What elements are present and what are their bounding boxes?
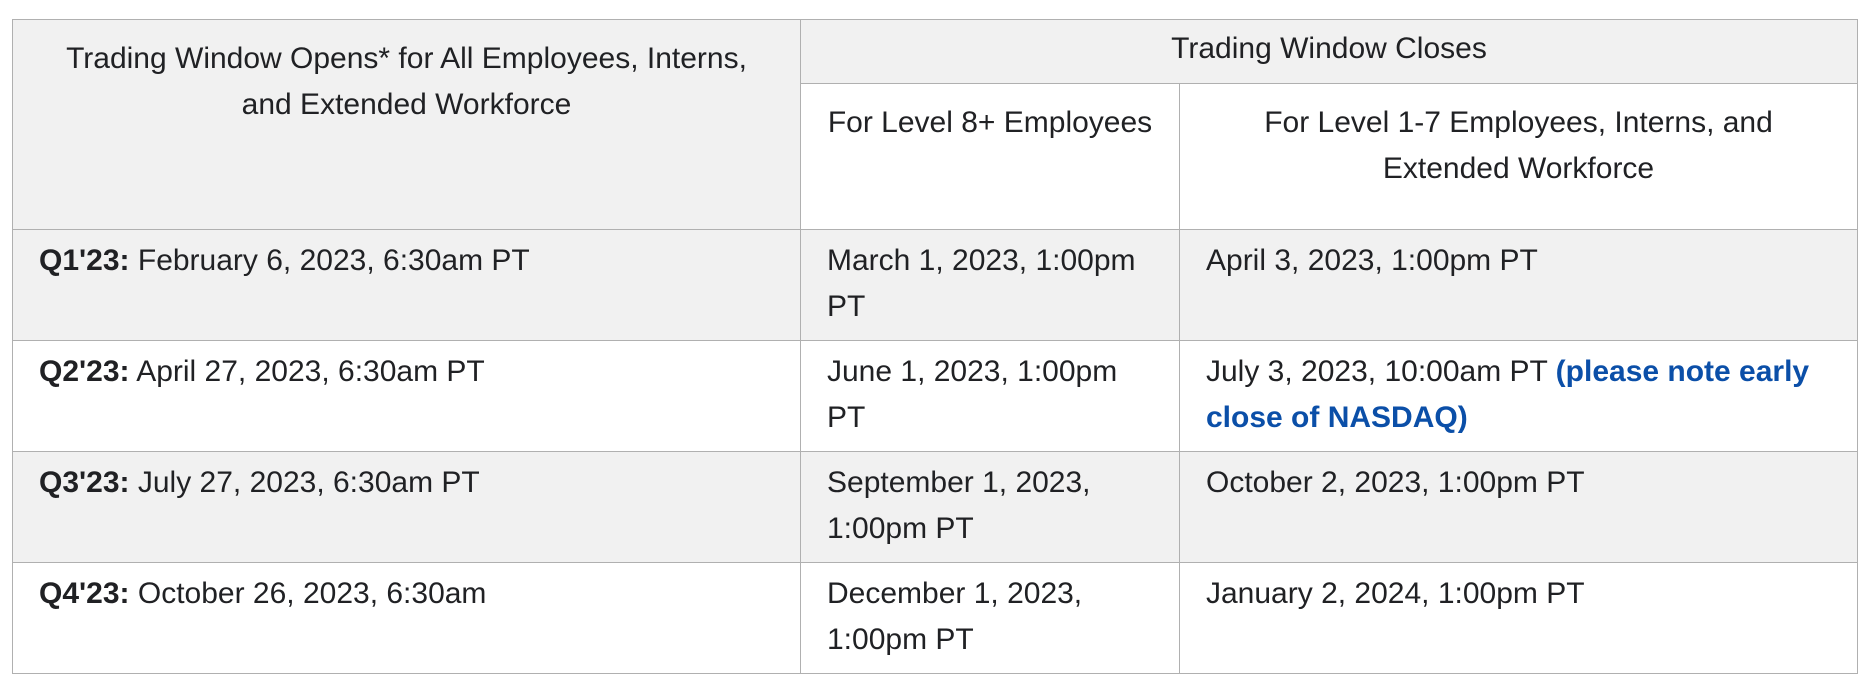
- close-level1-7-cell: October 2, 2023, 1:00pm PT: [1179, 451, 1858, 563]
- table-row: Q3'23: July 27, 2023, 6:30am PT Septembe…: [12, 451, 1858, 563]
- close-level8-cell: September 1, 2023, 1:00pm PT: [800, 451, 1180, 563]
- quarter-separator: :: [119, 466, 130, 499]
- header-level8: For Level 8+ Employees: [800, 83, 1180, 230]
- close-level1-7-cell: January 2, 2024, 1:00pm PT: [1179, 562, 1858, 674]
- quarter-separator: :: [119, 244, 130, 277]
- quarter-label: Q2'23: [39, 355, 120, 388]
- close-level1-7-date: July 3, 2023, 10:00am PT: [1206, 355, 1556, 388]
- quarter-separator: :: [119, 355, 130, 388]
- close-note: (please note early close of NASDAQ): [1206, 355, 1810, 434]
- close-level1-7-date: April 3, 2023, 1:00pm PT: [1206, 244, 1538, 277]
- opens-date: April 27, 2023, 6:30am PT: [129, 355, 485, 388]
- header-closes: Trading Window Closes: [800, 19, 1858, 84]
- quarter-label: Q1'23: [39, 244, 120, 277]
- header-opens: Trading Window Opens* for All Employees,…: [12, 19, 801, 230]
- close-level1-7-cell: April 3, 2023, 1:00pm PT: [1179, 229, 1858, 341]
- close-level8-cell: June 1, 2023, 1:00pm PT: [800, 340, 1180, 452]
- close-level8-cell: December 1, 2023, 1:00pm PT: [800, 562, 1180, 674]
- opens-date: October 26, 2023, 6:30am: [129, 577, 487, 610]
- opens-date: February 6, 2023, 6:30am PT: [129, 244, 530, 277]
- close-level8-cell: March 1, 2023, 1:00pm PT: [800, 229, 1180, 341]
- opens-cell: Q2'23: April 27, 2023, 6:30am PT: [12, 340, 801, 452]
- table-row: Q1'23: February 6, 2023, 6:30am PT March…: [12, 229, 1858, 341]
- close-level1-7-date: October 2, 2023, 1:00pm PT: [1206, 466, 1585, 499]
- table-row: Q2'23: April 27, 2023, 6:30am PT June 1,…: [12, 340, 1858, 452]
- close-level1-7-cell: July 3, 2023, 10:00am PT (please note ea…: [1179, 340, 1858, 452]
- quarter-label: Q4'23: [39, 577, 120, 610]
- opens-date: July 27, 2023, 6:30am PT: [129, 466, 480, 499]
- table-row: Q4'23: October 26, 2023, 6:30am December…: [12, 562, 1858, 674]
- opens-cell: Q4'23: October 26, 2023, 6:30am: [12, 562, 801, 674]
- header-level1-7: For Level 1-7 Employees, Interns, and Ex…: [1179, 83, 1858, 230]
- opens-cell: Q1'23: February 6, 2023, 6:30am PT: [12, 229, 801, 341]
- opens-cell: Q3'23: July 27, 2023, 6:30am PT: [12, 451, 801, 563]
- close-level1-7-date: January 2, 2024, 1:00pm PT: [1206, 577, 1585, 610]
- header-row-sub: For Level 8+ Employees For Level 1-7 Emp…: [13, 83, 1858, 230]
- header-row-top: Trading Window Opens* for All Employees,…: [12, 19, 1858, 230]
- trading-window-table: Trading Window Opens* for All Employees,…: [12, 19, 1858, 674]
- quarter-label: Q3'23: [39, 466, 120, 499]
- quarter-separator: :: [119, 577, 130, 610]
